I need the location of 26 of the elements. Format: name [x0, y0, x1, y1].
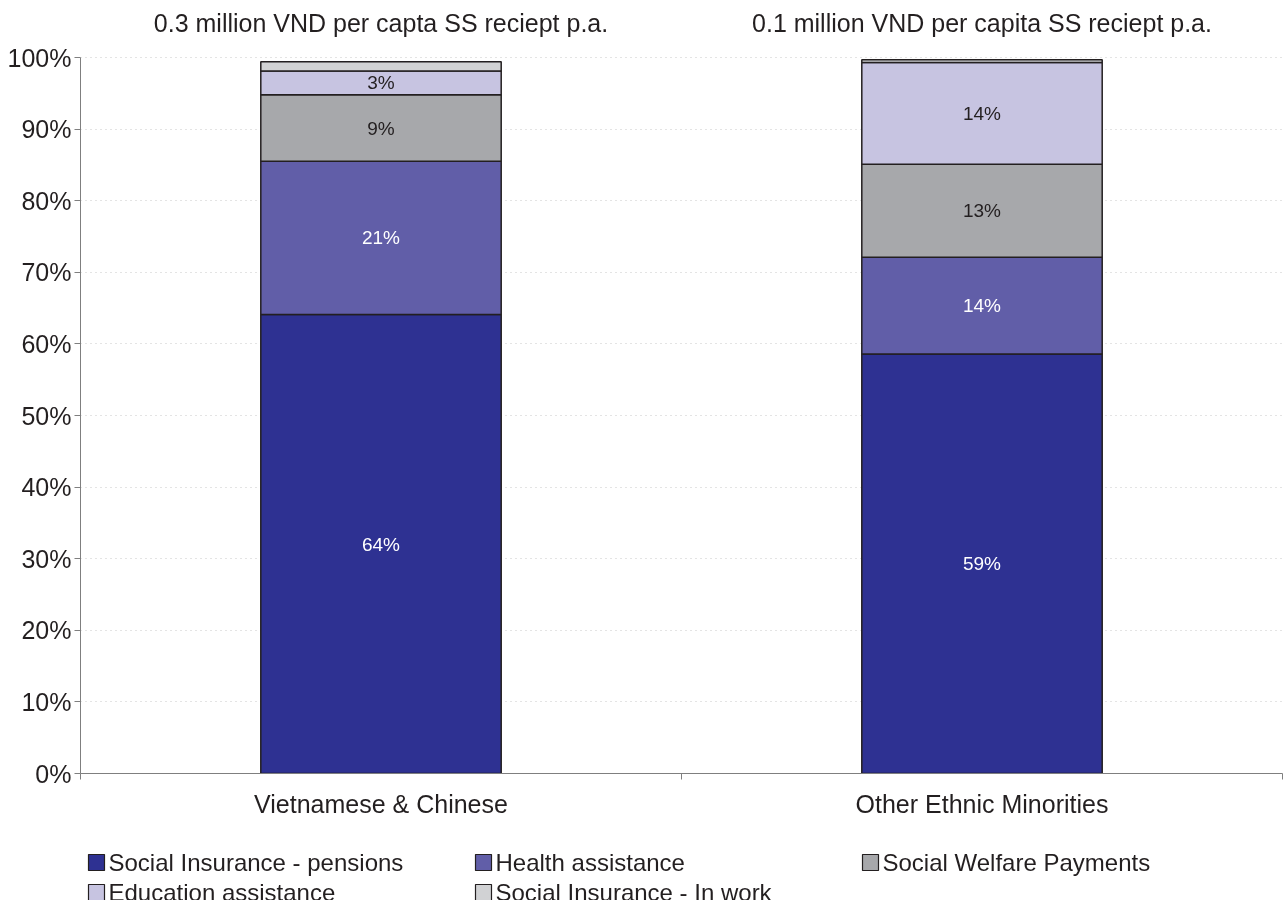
- data-label: 14%: [962, 295, 1002, 317]
- text: 0.1 million VND per capita SS reciept p.a.: [752, 8, 1212, 37]
- y-tick-label: 40%: [21, 473, 72, 502]
- data-label: 9%: [367, 117, 395, 139]
- y-tick-label: 30%: [21, 544, 72, 573]
- y-tick-label: 70%: [21, 258, 72, 287]
- y-tick-label: 80%: [21, 186, 72, 215]
- legend-label: Health assistance: [495, 849, 685, 876]
- y-tick-label: 50%: [21, 401, 72, 430]
- data-label: 21%: [361, 227, 401, 249]
- y-tick-label: 0%: [35, 759, 72, 788]
- y-tick-label: 20%: [21, 616, 72, 645]
- legend-label: Social Insurance - pensions: [108, 849, 404, 876]
- y-tick-label: 100%: [7, 43, 72, 72]
- legend-label: Social Welfare Payments: [882, 849, 1151, 876]
- data-label: 14%: [962, 102, 1002, 124]
- y-tick-label: 90%: [21, 115, 72, 144]
- data-label: 64%: [361, 533, 401, 555]
- text: 0.3 million VND per capta SS reciept p.a.: [153, 8, 609, 37]
- data-label: 3%: [367, 72, 395, 94]
- y-tick-label: 10%: [21, 687, 72, 716]
- data-label: 13%: [962, 200, 1002, 222]
- data-label: 59%: [962, 553, 1002, 575]
- y-tick-label: 60%: [21, 329, 72, 358]
- x-tick-label: Other Ethnic Minorities: [855, 789, 1109, 818]
- x-tick-label: Vietnamese & Chinese: [254, 789, 508, 818]
